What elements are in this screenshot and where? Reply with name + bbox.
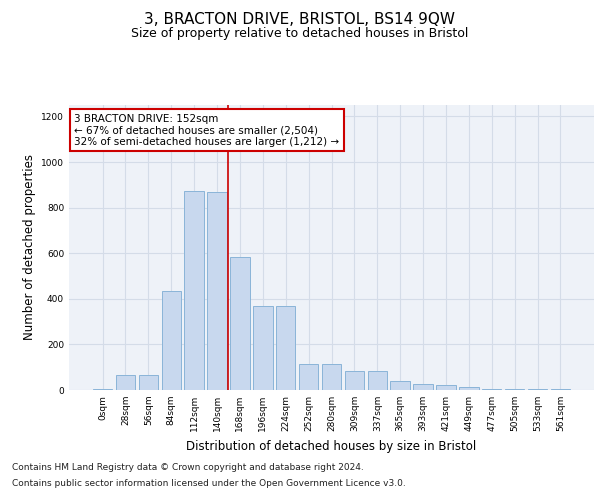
Bar	[391, 381, 410, 390]
Bar	[184, 190, 204, 390]
Bar	[139, 375, 158, 390]
Bar	[322, 364, 341, 390]
Bar	[368, 370, 387, 390]
X-axis label: Distribution of detached houses by size in Bristol: Distribution of detached houses by size …	[187, 440, 476, 452]
Bar	[482, 389, 502, 390]
Bar	[436, 386, 455, 390]
Bar	[276, 306, 295, 390]
Text: Size of property relative to detached houses in Bristol: Size of property relative to detached ho…	[131, 28, 469, 40]
Bar	[208, 192, 227, 390]
Bar	[161, 291, 181, 390]
Bar	[505, 389, 524, 390]
Bar	[253, 306, 272, 390]
Bar	[230, 256, 250, 390]
Y-axis label: Number of detached properties: Number of detached properties	[23, 154, 35, 340]
Text: 3, BRACTON DRIVE, BRISTOL, BS14 9QW: 3, BRACTON DRIVE, BRISTOL, BS14 9QW	[145, 12, 455, 28]
Text: 3 BRACTON DRIVE: 152sqm
← 67% of detached houses are smaller (2,504)
32% of semi: 3 BRACTON DRIVE: 152sqm ← 67% of detache…	[74, 114, 340, 147]
Bar	[344, 370, 364, 390]
Text: Contains public sector information licensed under the Open Government Licence v3: Contains public sector information licen…	[12, 478, 406, 488]
Bar	[93, 389, 112, 390]
Bar	[413, 384, 433, 390]
Text: Contains HM Land Registry data © Crown copyright and database right 2024.: Contains HM Land Registry data © Crown c…	[12, 464, 364, 472]
Bar	[116, 375, 135, 390]
Bar	[459, 386, 479, 390]
Bar	[299, 364, 319, 390]
